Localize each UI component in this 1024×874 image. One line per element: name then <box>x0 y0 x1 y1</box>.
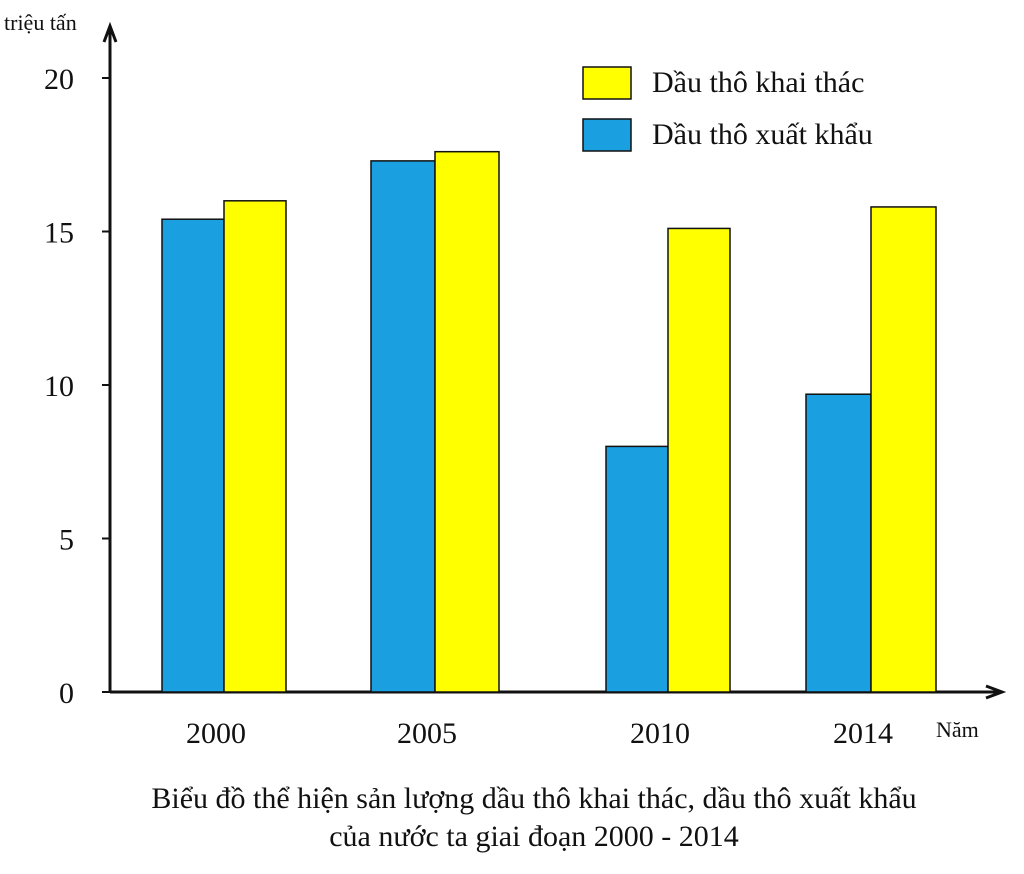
y-tick-label: 5 <box>59 524 74 557</box>
legend-label-khai-thac: Dầu thô khai thác <box>652 66 864 99</box>
legend-swatch-khai-thac <box>582 66 632 100</box>
bars <box>161 150 937 693</box>
y-tick-label: 10 <box>44 370 74 403</box>
y-axis-arrow <box>102 21 118 43</box>
y-tick-label: 20 <box>44 63 74 96</box>
bar-2014-khai-thac <box>870 206 937 693</box>
y-axis-unit-label: triệu tấn <box>4 10 77 35</box>
x-category-label: 2010 <box>630 717 690 750</box>
y-tick-label: 0 <box>59 677 74 710</box>
x-category-label: 2000 <box>186 717 246 750</box>
bar-2014-xuat-khau <box>805 393 872 693</box>
bar-2010-xuat-khau <box>605 445 669 693</box>
x-axis-unit-label: Năm <box>936 717 979 742</box>
x-category-labels: 2000 2005 2010 2014 <box>186 717 893 750</box>
bar-2000-xuat-khau <box>161 218 225 693</box>
bar-2005-xuat-khau <box>370 160 436 693</box>
legend-swatch-xuat-khau <box>582 118 632 152</box>
chart-caption-line-2: của nước ta giai đoạn 2000 - 2014 <box>329 820 739 853</box>
chart-caption-line-1: Biểu đồ thể hiện sản lượng dầu thô khai … <box>151 782 916 815</box>
legend-label-xuat-khau: Dầu thô xuất khẩu <box>652 118 873 151</box>
bar-2000-khai-thac <box>223 200 287 693</box>
bar-2010-khai-thac <box>667 227 731 693</box>
y-tick-label: 15 <box>44 217 74 250</box>
x-axis-arrow <box>985 684 1007 700</box>
x-category-label: 2005 <box>397 717 457 750</box>
legend: Dầu thô khai thác Dầu thô xuất khẩu <box>582 66 873 152</box>
x-category-label: 2014 <box>833 717 893 750</box>
y-ticks: 0 5 10 15 20 <box>44 63 110 710</box>
bar-2005-khai-thac <box>434 150 500 693</box>
